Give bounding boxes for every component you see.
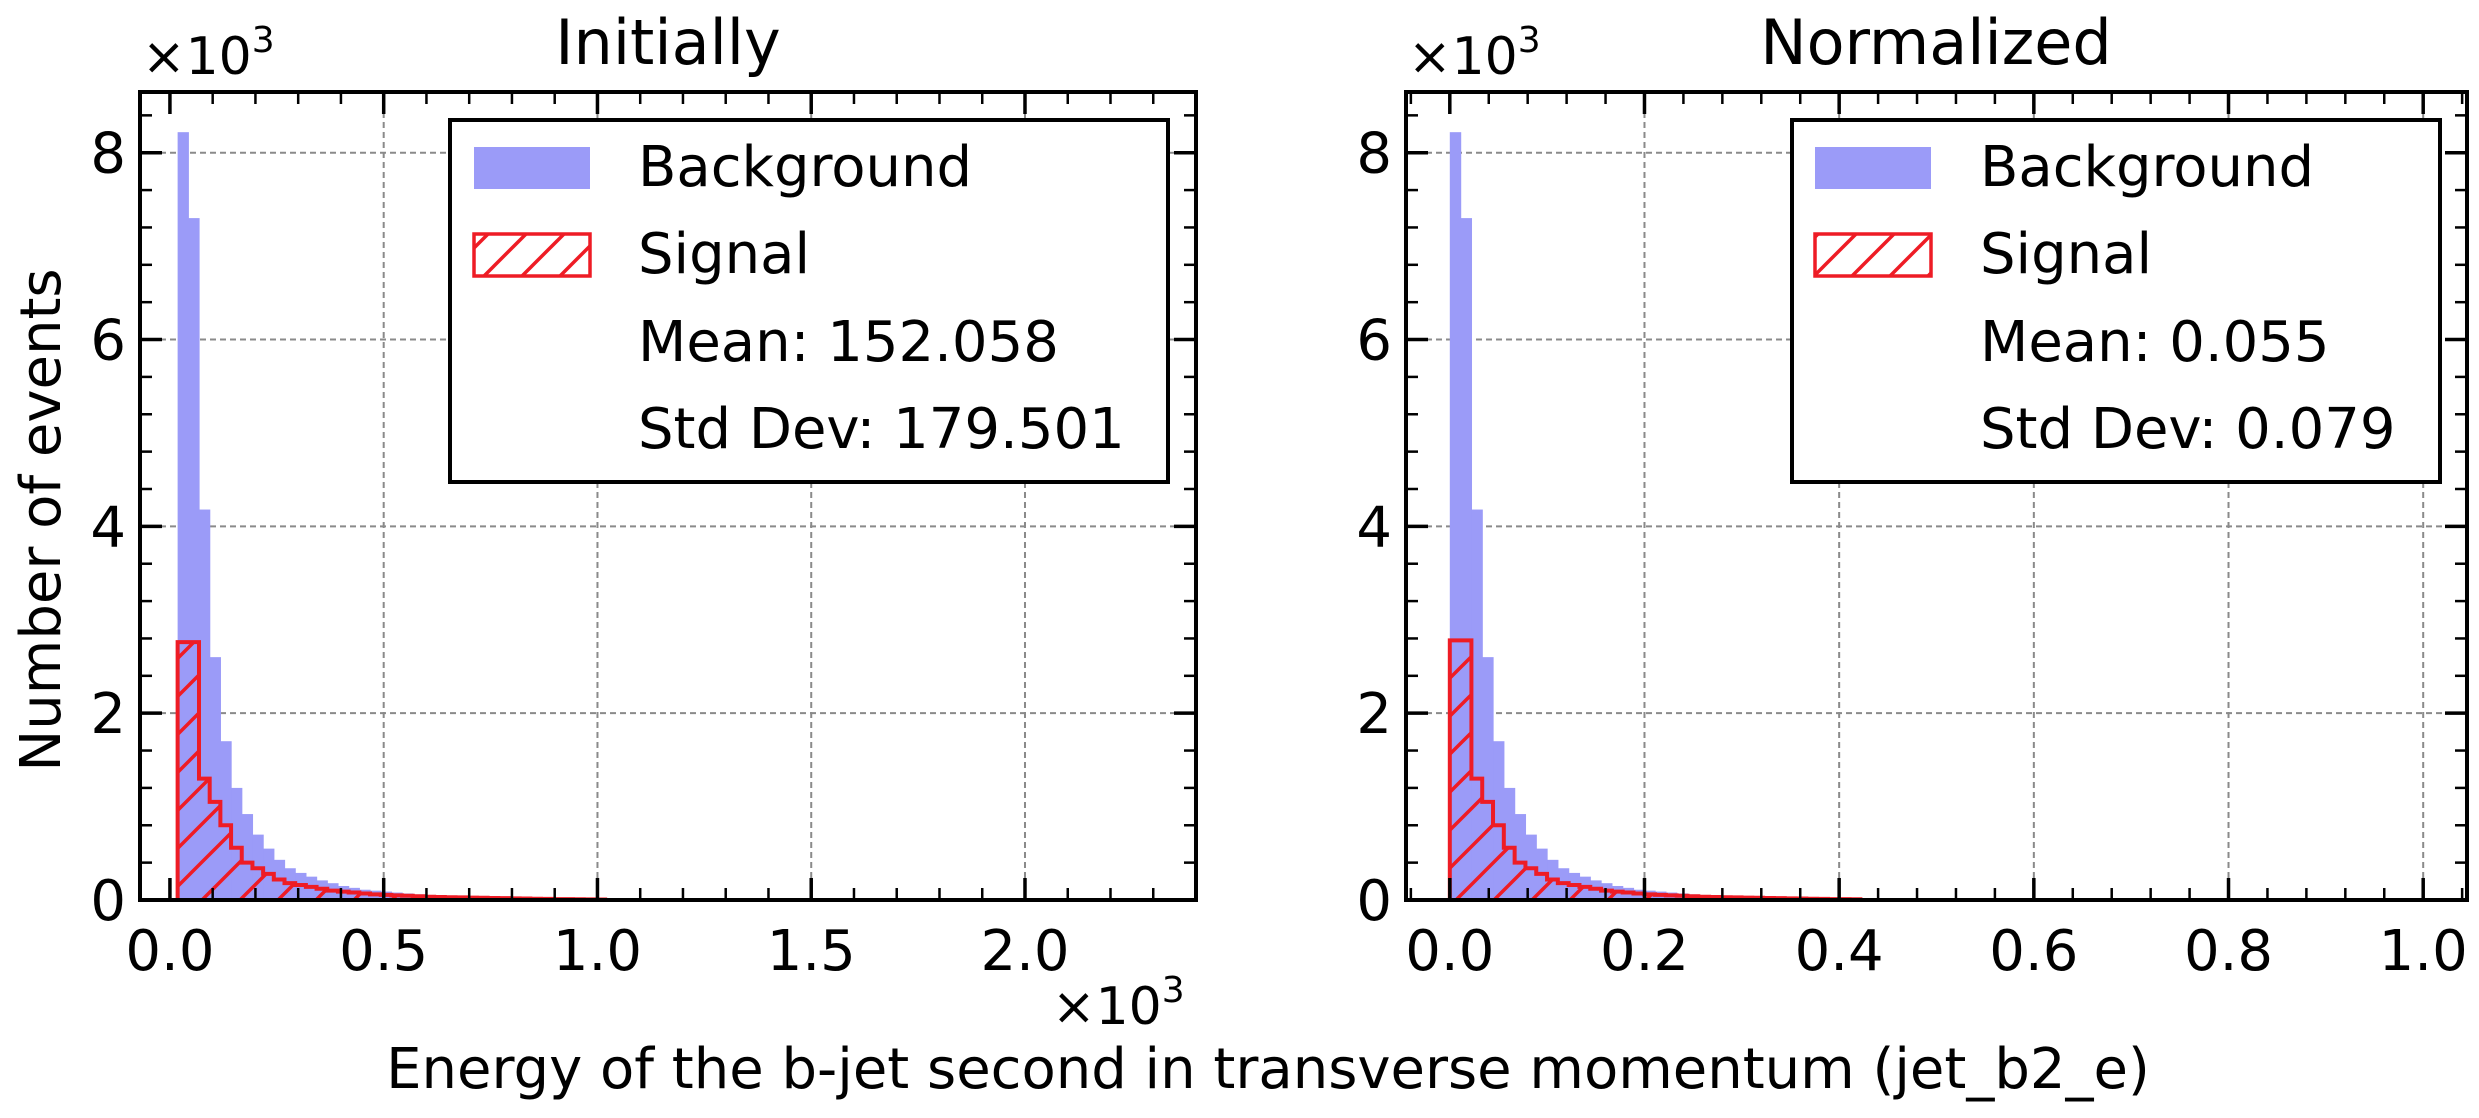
panel-title: Normalized	[1760, 6, 2112, 79]
y-tick-label: 4	[1356, 495, 1392, 560]
x-tick-label: 0.5	[339, 919, 428, 984]
background-bar	[1503, 787, 1516, 900]
background-bar	[241, 814, 254, 900]
y-tick-label: 8	[90, 122, 126, 187]
legend-mean: Mean: 152.058	[638, 310, 1059, 375]
signal-histogram	[175, 640, 608, 902]
legend-swatch-signal	[1813, 232, 1933, 278]
plot-frame	[1404, 90, 2469, 902]
panel-title: Initially	[555, 6, 780, 79]
legend-mean: Mean: 0.055	[1980, 310, 2330, 375]
y-tick-label: 6	[90, 309, 126, 374]
background-bar	[231, 787, 243, 900]
background-bar	[1493, 741, 1505, 900]
legend-std-dev: Std Dev: 179.501	[638, 397, 1125, 462]
y-tick-label: 4	[90, 495, 126, 560]
background-bar	[188, 218, 200, 900]
background-bar	[1514, 814, 1527, 900]
x-tick-label: 0.6	[1989, 919, 2078, 984]
y-multiplier: ×103	[142, 20, 275, 87]
x-tick-label: 1.5	[767, 919, 856, 984]
y-tick-label: 0	[1356, 869, 1392, 934]
y-tick-label: 0	[90, 869, 126, 934]
background-bar	[220, 741, 232, 900]
background-bar	[198, 509, 211, 900]
background-bar	[1482, 657, 1494, 900]
y-tick-label: 2	[90, 682, 126, 747]
legend-label-signal: Signal	[638, 222, 810, 287]
legend-label-signal: Signal	[1980, 222, 2152, 287]
x-tick-label: 1.0	[2379, 919, 2468, 984]
y-tick-label: 6	[1356, 309, 1392, 374]
legend-swatch-background	[474, 147, 590, 189]
x-tick-label: 1.0	[553, 919, 642, 984]
x-axis-label: Energy of the b-jet second in transverse…	[386, 1037, 2150, 1102]
legend-label-background: Background	[1980, 135, 2314, 200]
x-tick-label: 2.0	[980, 919, 1069, 984]
background-bar	[1471, 509, 1483, 900]
y-tick-label: 2	[1356, 682, 1392, 747]
signal-step	[175, 640, 608, 902]
tick-labels: 0.0 0.5 1.0 1.5 2.0 0 2 4 6 8	[90, 122, 1069, 984]
y-multiplier: ×103	[1408, 20, 1541, 87]
background-bar	[177, 132, 189, 900]
legend-swatch-signal	[472, 232, 592, 278]
legend-std-dev: Std Dev: 0.079	[1980, 397, 2396, 462]
tick-labels: 0.0 0.2 0.4 0.6 0.8 1.0 0 2 4 6 8	[1356, 122, 2467, 984]
x-tick-label: 0.4	[1795, 919, 1884, 984]
background-bar	[209, 657, 221, 900]
y-axis-label: Number of events	[9, 268, 74, 771]
x-tick-label: 0.2	[1600, 919, 1689, 984]
background-bar	[1449, 132, 1462, 900]
x-tick-label: 0.8	[2184, 919, 2273, 984]
x-multiplier: ×103	[1052, 970, 1185, 1037]
legend: Background Signal Mean: 152.058 Std Dev:…	[448, 118, 1170, 484]
plot-frame	[138, 90, 1198, 902]
signal-histogram	[1447, 638, 1863, 902]
legend-swatch-background	[1815, 147, 1931, 189]
legend: Background Signal Mean: 0.055 Std Dev: 0…	[1790, 118, 2442, 484]
background-bar	[1460, 218, 1473, 900]
x-tick-label: 0.0	[125, 919, 214, 984]
legend-label-background: Background	[638, 135, 972, 200]
x-tick-label: 0.0	[1405, 919, 1494, 984]
axis-ticks	[140, 92, 1196, 902]
signal-step	[1447, 638, 1863, 902]
y-tick-label: 8	[1356, 122, 1392, 187]
panel-initially: 0.0 0.5 1.0 1.5 2.0 0 2 4 6 8 Initially ×103 ×103…	[90, 6, 1198, 1037]
